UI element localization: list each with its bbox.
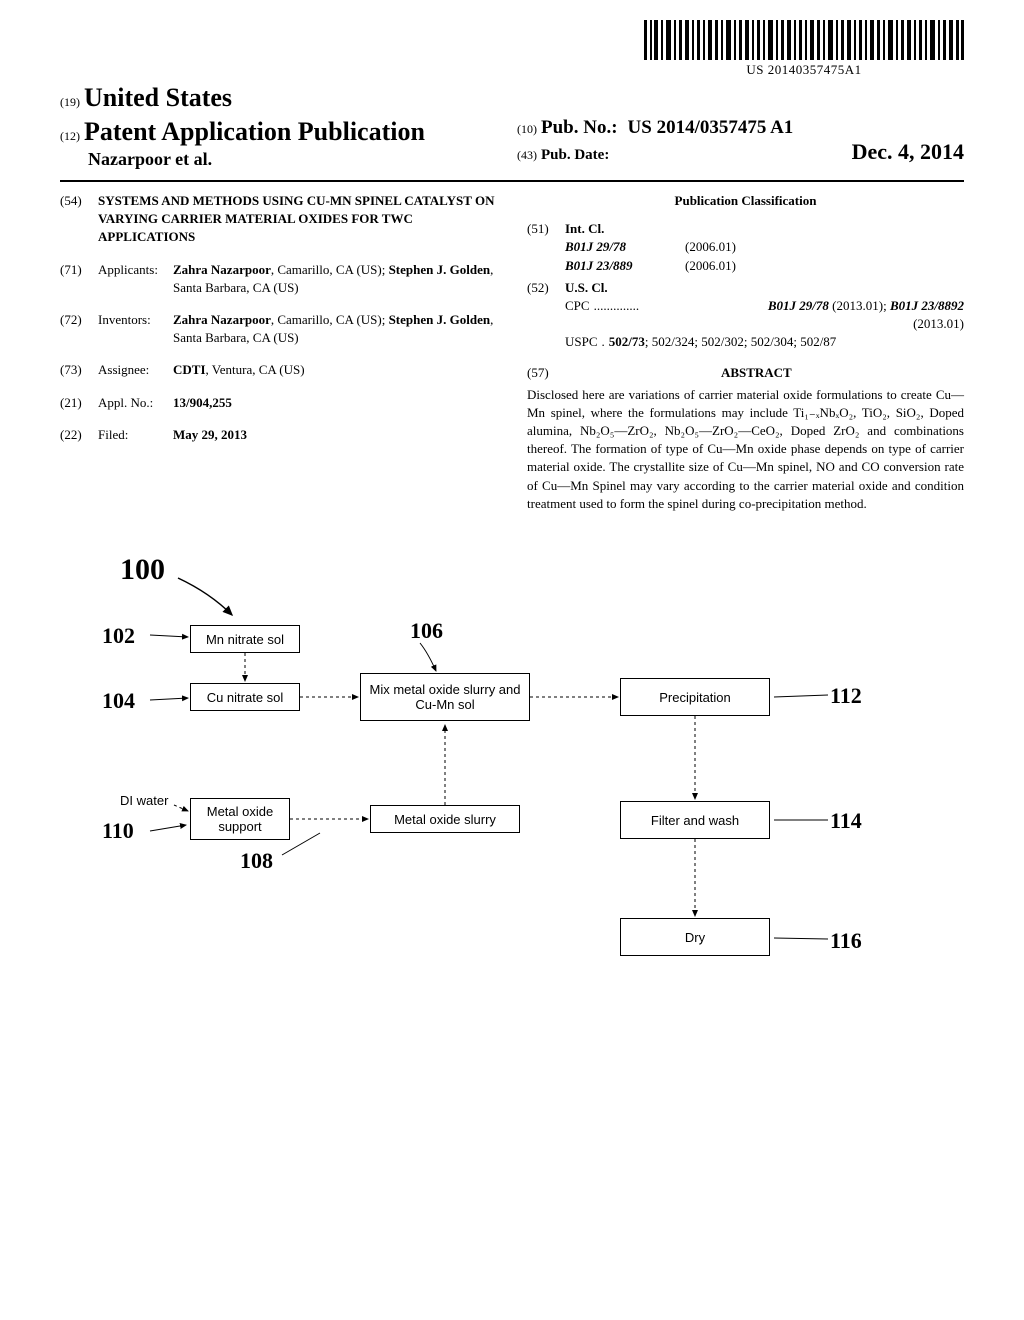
pub-num: (12) (60, 129, 80, 143)
box-cu: Cu nitrate sol (190, 683, 300, 711)
ref-114: 114 (830, 808, 862, 834)
intcl1-year: (2006.01) (685, 238, 736, 256)
applno-field: (21) Appl. No.: 13/904,255 (60, 394, 497, 412)
header-columns: (12) Patent Application Publication Naza… (60, 117, 964, 182)
inventors-field: (72) Inventors: Zahra Nazarpoor, Camaril… (60, 311, 497, 347)
applicants-value: Zahra Nazarpoor, Camarillo, CA (US); Ste… (173, 261, 497, 297)
uscl-num: (52) (527, 279, 565, 352)
assignee-value: CDTI, Ventura, CA (US) (173, 361, 497, 379)
inventors-value: Zahra Nazarpoor, Camarillo, CA (US); Ste… (173, 311, 497, 347)
authors: Nazarpoor et al. (60, 149, 507, 170)
filed-value: May 29, 2013 (173, 426, 497, 444)
ref-116: 116 (830, 928, 862, 954)
box-precip: Precipitation (620, 678, 770, 716)
uscl-value: U.S. Cl. CPC .............. B01J 29/78 (… (565, 279, 964, 352)
barcode-text: US 20140357475A1 (644, 62, 964, 78)
ref-112: 112 (830, 683, 862, 709)
flowchart-figure: 100 102 104 106 110 108 112 114 116 Mn n… (60, 553, 964, 993)
pubno-num: (10) (517, 122, 537, 136)
intcl1-code: B01J 29/78 (565, 238, 685, 256)
applno-value: 13/904,255 (173, 394, 497, 412)
title-field: (54) SYSTEMS AND METHODS USING CU-MN SPI… (60, 192, 497, 247)
assignee-num: (73) (60, 361, 98, 379)
filed-num: (22) (60, 426, 98, 444)
pubdate-label: Pub. Date: (541, 147, 609, 163)
country: United States (84, 83, 232, 112)
intcl2-year: (2006.01) (685, 257, 736, 275)
pubdate-value: Dec. 4, 2014 (852, 139, 964, 165)
filed-field: (22) Filed: May 29, 2013 (60, 426, 497, 444)
cpc-label: CPC (565, 297, 590, 315)
ref-106: 106 (410, 618, 443, 644)
di-water-label: DI water (120, 793, 168, 808)
title-value: SYSTEMS AND METHODS USING CU-MN SPINEL C… (98, 192, 497, 247)
applicants-field: (71) Applicants: Zahra Nazarpoor, Camari… (60, 261, 497, 297)
pubdate-num: (43) (517, 148, 537, 162)
assignee-label: Assignee: (98, 361, 173, 379)
body-columns: (54) SYSTEMS AND METHODS USING CU-MN SPI… (60, 192, 964, 513)
abstract-heading: ABSTRACT (549, 364, 964, 382)
pubno-value: US 2014/0357475 A1 (628, 117, 794, 138)
box-mn: Mn nitrate sol (190, 625, 300, 653)
header-right: (10) Pub. No.: US 2014/0357475 A1 (43) P… (507, 117, 964, 170)
intcl2-code: B01J 23/889 (565, 257, 685, 275)
right-column: Publication Classification (51) Int. Cl.… (527, 192, 964, 513)
title-num: (54) (60, 192, 98, 247)
box-mix: Mix metal oxide slurry and Cu-Mn sol (360, 673, 530, 721)
ref-102: 102 (102, 623, 135, 649)
uspc-value: 502/73; 502/324; 502/302; 502/304; 502/8… (609, 333, 837, 351)
box-support: Metal oxide support (190, 798, 290, 840)
box-filter: Filter and wash (620, 801, 770, 839)
flowchart-arrows (60, 553, 964, 993)
box-dry: Dry (620, 918, 770, 956)
uscl-field: (52) U.S. Cl. CPC .............. B01J 29… (527, 279, 964, 352)
intcl-field: (51) Int. Cl. B01J 29/78 (2006.01) B01J … (527, 220, 964, 275)
ref-104: 104 (102, 688, 135, 714)
applno-num: (21) (60, 394, 98, 412)
applno-label: Appl. No.: (98, 394, 173, 412)
uspc-label: USPC (565, 333, 598, 351)
barcode-area: US 20140357475A1 (60, 20, 964, 79)
intcl-num: (51) (527, 220, 565, 275)
inventors-num: (72) (60, 311, 98, 347)
abstract-num: (57) (527, 364, 549, 382)
applicants-label: Applicants: (98, 261, 173, 297)
ref-108: 108 (240, 848, 273, 874)
cpc-value: B01J 29/78 (2013.01); B01J 23/8892 (768, 297, 964, 315)
left-column: (54) SYSTEMS AND METHODS USING CU-MN SPI… (60, 192, 497, 513)
applicants-num: (71) (60, 261, 98, 297)
cpc-value2: (2013.01) (565, 315, 964, 333)
assignee-field: (73) Assignee: CDTI, Ventura, CA (US) (60, 361, 497, 379)
header-left: (12) Patent Application Publication Naza… (60, 117, 507, 170)
country-num: (19) (60, 95, 80, 109)
abstract-header: (57) ABSTRACT (527, 356, 964, 386)
abstract-body: Disclosed here are variations of carrier… (527, 386, 964, 513)
filed-label: Filed: (98, 426, 173, 444)
intcl-value: Int. Cl. B01J 29/78 (2006.01) B01J 23/88… (565, 220, 964, 275)
barcode: US 20140357475A1 (644, 20, 964, 78)
pub-label: Patent Application Publication (84, 117, 425, 146)
barcode-svg (644, 20, 964, 60)
ref-110: 110 (102, 818, 134, 844)
inventors-label: Inventors: (98, 311, 173, 347)
classification-heading: Publication Classification (527, 192, 964, 210)
pubno-label: Pub. No.: (541, 117, 618, 138)
box-slurry: Metal oxide slurry (370, 805, 520, 833)
header-top: (19) United States (60, 83, 964, 113)
fig-num-100: 100 (120, 553, 165, 587)
